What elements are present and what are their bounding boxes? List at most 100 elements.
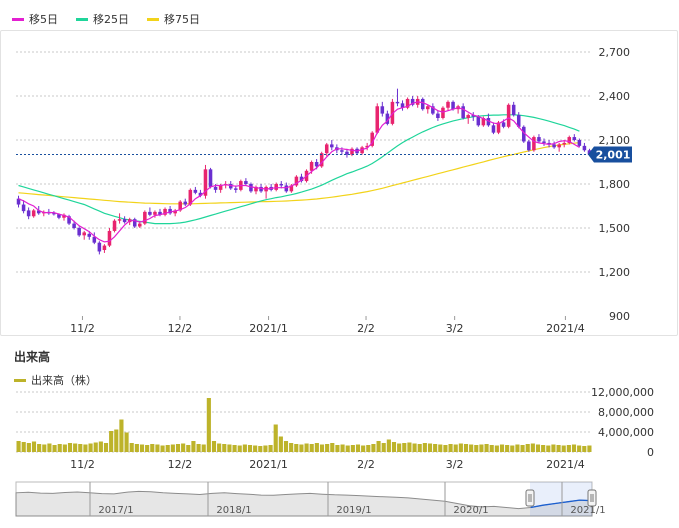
candle: [537, 134, 541, 143]
candle-body: [370, 132, 374, 146]
candle-body: [587, 150, 592, 155]
candle: [47, 208, 51, 215]
candle-body: [375, 106, 380, 133]
volume-bar: [561, 445, 566, 452]
candle: [203, 164, 208, 199]
legend-ma5[interactable]: 移5日: [12, 11, 58, 27]
price-x-tick-label: 2/2: [357, 322, 375, 335]
legend-ma25[interactable]: 移25日: [76, 11, 129, 27]
candle: [380, 101, 385, 117]
candle-body: [537, 137, 541, 142]
volume-bar: [299, 444, 304, 452]
candle-body: [324, 144, 329, 154]
candle-body: [562, 142, 566, 145]
price-y-tick-label: 2,400: [599, 90, 631, 103]
candle-body: [582, 145, 587, 151]
candle: [461, 103, 465, 120]
volume-bar: [386, 439, 391, 452]
volume-x-tick-label: 2/2: [357, 458, 375, 471]
candle-body: [102, 245, 107, 250]
volume-y-tick-label: 12,000,000: [591, 386, 654, 399]
volume-bar: [494, 445, 499, 452]
volume-bar: [16, 441, 21, 452]
candle: [324, 142, 329, 157]
volume-bar: [361, 445, 366, 452]
volume-bar: [556, 445, 561, 452]
price-y-tick-label: 900: [609, 310, 630, 323]
volume-bar: [350, 445, 355, 452]
navigator-area: [15, 490, 593, 517]
volume-legend[interactable]: 出来高（株）: [14, 372, 97, 388]
current-price-box: [588, 146, 632, 163]
volume-bar: [93, 442, 98, 452]
candle: [527, 140, 531, 152]
candle: [511, 101, 516, 117]
candle-body: [481, 118, 486, 126]
candle: [117, 213, 122, 224]
candle: [112, 219, 117, 233]
volume-bar: [484, 444, 489, 452]
volume-bar: [474, 445, 479, 452]
ma75-line: [18, 142, 580, 205]
candle: [405, 97, 410, 110]
volume-bar: [463, 444, 469, 452]
candle-body: [26, 210, 31, 217]
candle: [173, 208, 177, 217]
candle: [345, 148, 349, 158]
candle: [375, 103, 380, 135]
volume-bar: [417, 444, 422, 452]
candle-body: [158, 211, 162, 215]
candle-body: [471, 115, 476, 117]
volume-bar: [433, 444, 438, 452]
volume-x-tick-label: 11/2: [70, 458, 95, 471]
volume-bar: [242, 444, 247, 452]
volume-bar: [129, 443, 134, 452]
handle-grip: [587, 489, 597, 507]
candle-body: [461, 106, 465, 118]
candle-body: [466, 115, 470, 118]
candle: [92, 232, 97, 245]
volume-bar: [119, 419, 124, 452]
candle: [52, 211, 56, 216]
candle-body: [410, 98, 415, 105]
candle-body: [532, 137, 536, 151]
candle: [486, 113, 491, 127]
candle-body: [385, 113, 390, 124]
volume-bar: [57, 444, 62, 452]
volume-bar: [391, 442, 397, 452]
legend-ma75-label: 移75日: [164, 13, 200, 26]
candle: [431, 103, 435, 116]
price-x-tick-label: 11/2: [70, 322, 95, 335]
volume-bar: [258, 446, 263, 452]
candle: [522, 125, 526, 143]
candle-body: [228, 184, 233, 189]
candle-body: [163, 208, 167, 215]
volume-bar: [438, 444, 443, 452]
candle-body: [188, 189, 193, 205]
volume-bar: [453, 444, 458, 452]
candle-body: [183, 201, 188, 205]
volume-bar: [335, 445, 340, 452]
volume-bar: [345, 445, 350, 452]
candle: [163, 207, 167, 217]
legend-ma75[interactable]: 移75日: [147, 11, 200, 27]
volume-bar: [571, 444, 577, 452]
candle-body: [431, 106, 435, 114]
candle-body: [572, 137, 577, 140]
volume-bar: [175, 444, 181, 452]
volume-x-tick-label: 3/2: [446, 458, 464, 471]
volume-bar: [371, 444, 376, 452]
volume-y-tick-label: 8,000,000: [598, 406, 654, 419]
volume-bar: [546, 445, 551, 452]
navigator-right-handle[interactable]: [587, 489, 597, 507]
volume-bar: [186, 445, 191, 452]
candle-body: [395, 101, 400, 104]
navigator-left-handle[interactable]: [525, 489, 535, 507]
volume-title: 出来高: [14, 350, 51, 364]
price-y-tick-label: 1,500: [599, 222, 631, 235]
candle-body: [309, 162, 314, 171]
volume-bar: [577, 445, 582, 452]
candle: [42, 210, 46, 217]
candle-body: [350, 148, 354, 155]
